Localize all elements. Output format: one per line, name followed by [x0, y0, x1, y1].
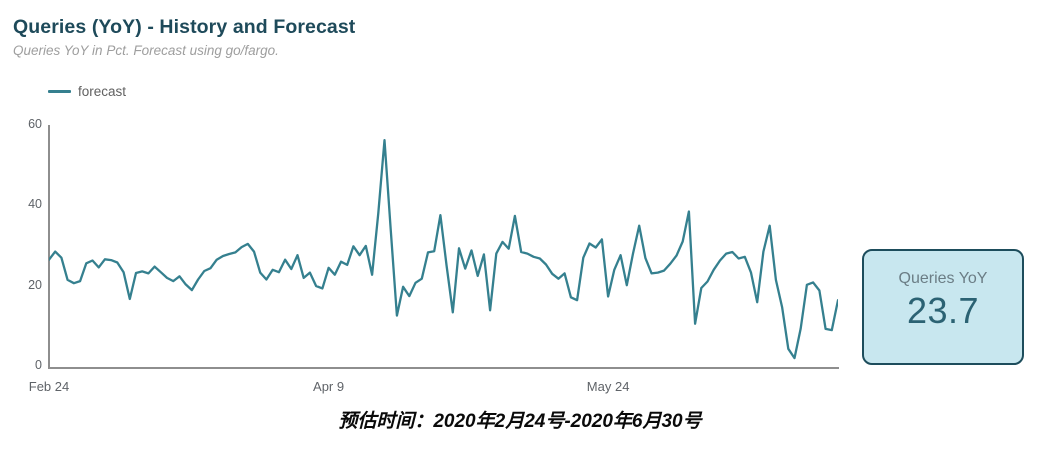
y-tick-0: 0: [35, 358, 42, 372]
legend-line-swatch-icon: [48, 90, 71, 93]
x-axis-line: [48, 367, 839, 369]
forecast-line-chart: [49, 139, 838, 360]
legend: forecast: [48, 84, 126, 99]
forecast-period-caption: 预估时间：2020年2月24号-2020年6月30号: [338, 411, 702, 432]
legend-item-forecast[interactable]: forecast: [48, 84, 126, 99]
chart-title: Queries (YoY) - History and Forecast: [13, 16, 356, 38]
y-tick-40: 40: [28, 197, 42, 212]
y-axis-line: [48, 125, 50, 368]
x-tick-apr-9: Apr 9: [313, 379, 345, 394]
forecast-line-series: [49, 139, 838, 360]
queries-yoy-scorecard: Queries YoY 23.7: [862, 249, 1024, 365]
y-tick-20: 20: [28, 277, 42, 292]
chart-subtitle: Queries YoY in Pct. Forecast using go/fa…: [13, 43, 279, 58]
scorecard-label: Queries YoY: [898, 270, 988, 287]
scorecard-value: 23.7: [906, 290, 980, 331]
x-tick-may-24: May 24: [586, 379, 630, 394]
x-tick-feb-24: Feb 24: [28, 379, 70, 394]
legend-label: forecast: [78, 84, 127, 99]
y-tick-60: 60: [28, 117, 42, 131]
